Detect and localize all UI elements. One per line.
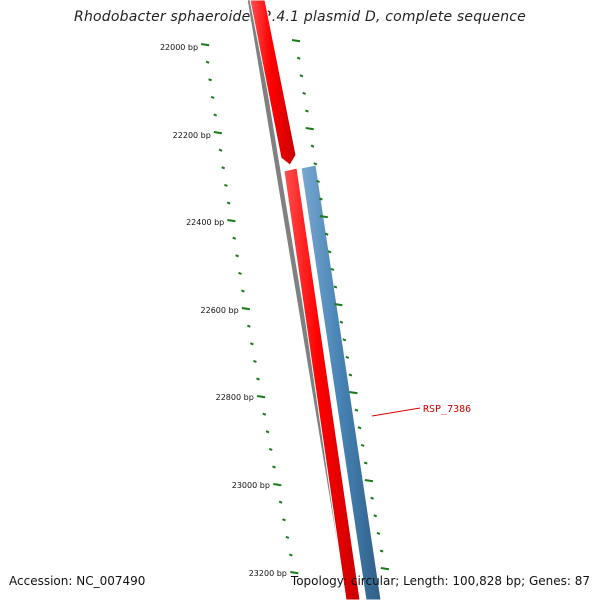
- tick-minor: [238, 271, 242, 275]
- tick-minor: [221, 166, 226, 170]
- tick-major: [305, 127, 314, 131]
- gene-minus-strand-rsp-7386[interactable]: [300, 164, 382, 600]
- tick-minor: [370, 496, 374, 500]
- tick-marks-inner: [200, 43, 299, 575]
- tick-minor: [218, 148, 223, 152]
- tick-label: 22800 bp: [216, 393, 254, 402]
- tick-major: [273, 483, 282, 487]
- gene-plus-strand-lower[interactable]: [283, 167, 361, 600]
- tick-major: [334, 303, 343, 307]
- tick-minor: [342, 338, 347, 342]
- tick-minor: [272, 465, 276, 469]
- tick-minor: [235, 254, 239, 258]
- tick-minor: [324, 232, 329, 236]
- tick-minor: [208, 78, 212, 82]
- tick-minor: [354, 408, 359, 412]
- tick-minor: [224, 183, 228, 187]
- tick-minor: [282, 518, 286, 522]
- tick-minor: [348, 373, 353, 377]
- tick-label: 22200 bp: [173, 131, 211, 140]
- tick-minor: [226, 201, 231, 205]
- tick-major: [241, 307, 251, 311]
- tick-minor: [373, 514, 378, 518]
- tick-minor: [333, 285, 338, 289]
- tick-minor: [305, 109, 309, 113]
- gene-label-leader: [371, 407, 421, 417]
- tick-minor: [265, 430, 270, 434]
- tick-minor: [232, 236, 237, 240]
- tick-minor: [256, 377, 260, 381]
- tick-label: 22000 bp: [160, 43, 198, 52]
- tick-minor: [205, 60, 210, 64]
- tick-minor: [319, 197, 323, 201]
- tick-minor: [262, 412, 267, 416]
- tick-minor: [278, 500, 283, 504]
- tick-marks-outer: [291, 39, 390, 571]
- tick-major: [227, 219, 236, 223]
- tick-major: [213, 131, 222, 135]
- tick-labels: 22000 bp 22200 bp 22400 bp 22600 bp 22800 bp…: [160, 43, 287, 578]
- tick-major: [380, 567, 390, 571]
- map-title: Rhodobacter sphaeroides 2.4.1 plasmid D,…: [74, 9, 526, 25]
- tick-minor: [330, 267, 335, 271]
- tick-minor: [213, 113, 218, 117]
- gene-plus-strand-upper[interactable]: [249, 0, 297, 166]
- tick-minor: [363, 461, 368, 465]
- tick-label: 23200 bp: [249, 569, 287, 578]
- tick-major: [200, 43, 210, 47]
- tick-major: [364, 479, 374, 483]
- tick-major: [256, 395, 266, 399]
- tick-minor: [327, 250, 332, 254]
- gene-label-rsp-7386[interactable]: RSP_7386: [423, 404, 471, 415]
- tick-minor: [296, 56, 301, 60]
- tick-major: [319, 215, 328, 219]
- tick-minor: [241, 289, 245, 293]
- tick-label: 22400 bp: [186, 218, 224, 227]
- tick-major: [290, 571, 299, 575]
- summary-label: Topology: circular; Length: 100,828 bp; …: [290, 574, 590, 588]
- tick-minor: [379, 549, 384, 553]
- accession-label: Accession: NC_007490: [9, 574, 146, 588]
- tick-minor: [360, 443, 365, 447]
- tick-minor: [299, 74, 304, 78]
- tick-minor: [339, 320, 344, 324]
- tick-minor: [376, 531, 381, 535]
- tick-minor: [345, 355, 350, 359]
- tick-minor: [357, 426, 362, 430]
- tick-major: [349, 391, 358, 395]
- tick-minor: [316, 179, 320, 183]
- tick-major: [291, 39, 301, 43]
- tick-minor: [253, 359, 257, 363]
- tick-minor: [313, 162, 318, 166]
- tick-minor: [268, 447, 273, 451]
- tick-label: 22600 bp: [201, 306, 239, 315]
- tick-minor: [285, 535, 290, 539]
- tick-minor: [249, 342, 254, 346]
- tick-minor: [310, 144, 315, 148]
- tick-minor: [288, 553, 293, 557]
- tick-label: 23000 bp: [232, 481, 270, 490]
- tick-minor: [210, 95, 215, 99]
- tick-minor: [246, 324, 251, 328]
- tick-minor: [302, 91, 307, 95]
